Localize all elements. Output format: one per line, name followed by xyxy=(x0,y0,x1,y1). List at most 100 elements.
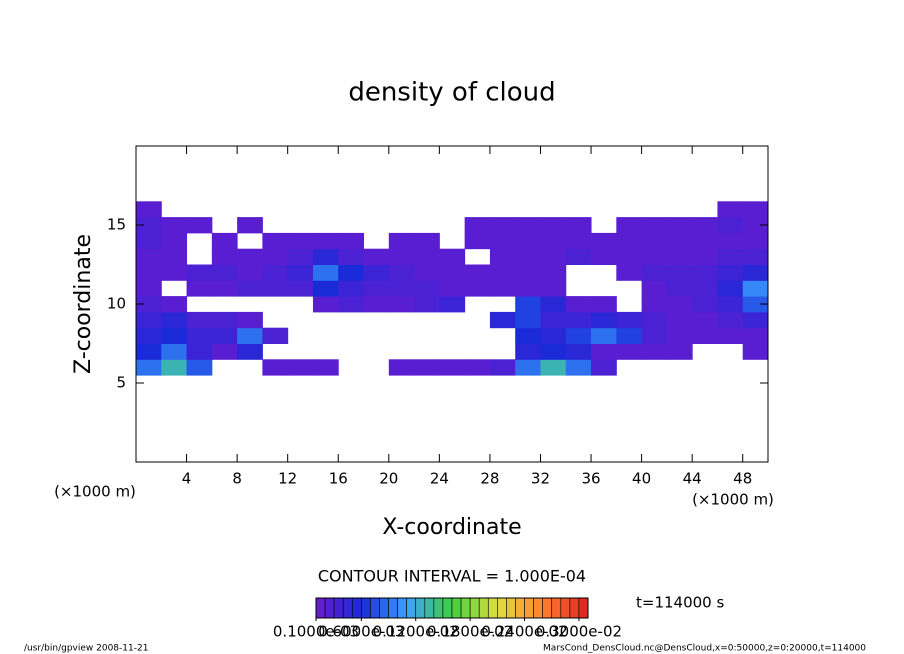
contour-cell xyxy=(262,232,289,250)
contour-cell xyxy=(742,217,769,234)
contour-cell xyxy=(591,359,617,376)
contour-cell xyxy=(616,264,643,281)
colorbar-cell xyxy=(551,597,562,619)
contour-cell xyxy=(540,359,567,376)
contour-cell xyxy=(591,296,617,313)
contour-cell xyxy=(515,359,541,376)
contour-cell xyxy=(363,248,390,265)
contour-cell xyxy=(312,280,339,297)
contour-cell xyxy=(312,248,339,265)
contour-cell xyxy=(186,280,213,297)
contour-cell xyxy=(742,327,769,344)
contour-cell xyxy=(489,217,516,234)
colorbar-cell xyxy=(451,597,462,619)
contour-cell xyxy=(692,217,718,234)
contour-cell xyxy=(414,296,440,313)
contour-cell xyxy=(388,264,415,281)
x-tick-label: 8 xyxy=(232,470,242,488)
contour-cell xyxy=(540,280,567,297)
contour-cell xyxy=(161,296,188,313)
contour-cell xyxy=(186,343,213,360)
colorbar-cell xyxy=(415,597,426,619)
contour-cell xyxy=(616,217,643,234)
contour-cell xyxy=(211,248,238,265)
contour-cell xyxy=(641,217,668,234)
contour-cell xyxy=(692,232,718,250)
contour-cell xyxy=(666,232,693,250)
contour-cell xyxy=(641,311,668,329)
contour-cell xyxy=(388,280,415,297)
contour-cell xyxy=(464,280,491,297)
x-tick-label: 32 xyxy=(531,470,550,488)
contour-cell xyxy=(363,296,390,313)
contour-cell xyxy=(464,232,491,250)
contour-cell xyxy=(237,327,263,344)
contour-cell xyxy=(186,327,213,344)
contour-cell xyxy=(211,311,238,329)
colorbar-cell xyxy=(370,597,380,619)
colorbar-cell xyxy=(497,597,507,619)
contour-cell xyxy=(161,359,188,376)
contour-cell xyxy=(363,280,390,297)
contour-cell xyxy=(489,232,516,250)
contour-cell xyxy=(186,264,213,281)
contour-cell xyxy=(388,296,415,313)
x-tick-label: 48 xyxy=(733,470,752,488)
contour-cell xyxy=(489,280,516,297)
contour-cell xyxy=(742,232,769,250)
contour-cell xyxy=(692,327,718,344)
contour-cell xyxy=(414,359,440,376)
contour-cell xyxy=(161,264,188,281)
x-tick-label: 20 xyxy=(379,470,398,488)
colorbar-cell xyxy=(515,597,525,619)
colorbar-cell xyxy=(560,597,571,619)
colorbar-frame xyxy=(315,597,589,619)
colorbar-cell xyxy=(361,597,371,619)
contour-cell xyxy=(540,311,567,329)
contour-cell xyxy=(312,359,339,376)
contour-cell xyxy=(136,232,162,250)
contour-interval: CONTOUR INTERVAL = 1.000E-04 xyxy=(318,567,586,586)
contour-cell xyxy=(338,280,365,297)
contour-cell xyxy=(616,232,643,250)
contour-cell xyxy=(591,248,617,265)
contour-cell xyxy=(388,232,415,250)
contour-cell xyxy=(161,343,188,360)
x-tick-label: 36 xyxy=(581,470,600,488)
contour-cell xyxy=(161,232,188,250)
contour-cell xyxy=(287,280,314,297)
contour-cell xyxy=(591,343,617,360)
contour-cell xyxy=(742,201,769,218)
contour-cell xyxy=(136,248,162,265)
contour-cell xyxy=(161,217,188,234)
contour-cell xyxy=(591,232,617,250)
contour-cell xyxy=(515,280,541,297)
contour-cell xyxy=(515,232,541,250)
contour-cell xyxy=(464,264,491,281)
contour-cell xyxy=(312,232,339,250)
contour-cell xyxy=(186,311,213,329)
contour-cell xyxy=(262,264,289,281)
contour-cell xyxy=(641,280,668,297)
contour-cell xyxy=(641,248,668,265)
contour-cell xyxy=(717,248,744,265)
contour-cell xyxy=(666,311,693,329)
contour-cell xyxy=(666,343,693,360)
contour-cell xyxy=(464,359,491,376)
contour-cell xyxy=(237,311,263,329)
colorbar-label: 0.1000e-03 xyxy=(273,623,359,641)
colorbar-cell xyxy=(315,597,326,619)
contour-cell xyxy=(439,296,466,313)
time-label: t=114000 s xyxy=(636,594,724,612)
contour-cell xyxy=(742,311,769,329)
contour-cell xyxy=(287,248,314,265)
contour-cell xyxy=(692,311,718,329)
colorbar-cell xyxy=(542,597,553,619)
contour-cell xyxy=(717,280,744,297)
contour-cell xyxy=(641,343,668,360)
contour-cell xyxy=(363,264,390,281)
contour-cell xyxy=(666,280,693,297)
contour-cell xyxy=(591,327,617,344)
contour-cell xyxy=(338,264,365,281)
